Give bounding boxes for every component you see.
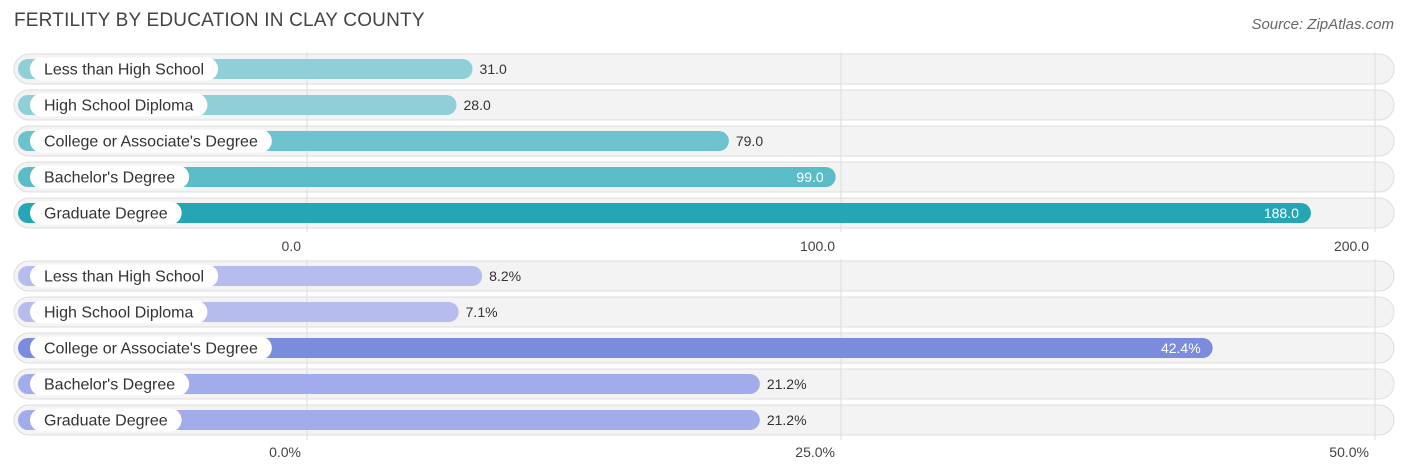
bar-value-label: 42.4% — [1161, 340, 1201, 356]
bar-value-label: 99.0 — [796, 169, 823, 185]
bar-value-label: 8.2% — [489, 268, 521, 284]
bar-value-label: 7.1% — [466, 304, 498, 320]
category-label-pill — [30, 372, 190, 396]
category-label-pill — [30, 408, 182, 432]
bar-category-label: High School Diploma — [44, 305, 194, 322]
chart-panel-2: Less than High School 8.2% High School Dip… — [13, 259, 1395, 460]
bar-value-label: 79.0 — [736, 133, 763, 149]
category-label-pill — [30, 165, 190, 189]
axis-tick-label: 0.0% — [269, 444, 301, 460]
axis-tick-label: 200.0 — [1334, 238, 1369, 254]
bar-category-label: College or Associate's Degree — [44, 134, 258, 151]
bar — [18, 410, 760, 430]
bar-value-label: 21.2% — [767, 376, 807, 392]
bar-category-label: Graduate Degree — [44, 413, 168, 430]
bar — [18, 167, 836, 187]
bar-value-label: 28.0 — [464, 97, 491, 113]
category-label-pill — [30, 57, 219, 81]
bar-value-label: 31.0 — [480, 61, 507, 77]
bar-value-label: 21.2% — [767, 412, 807, 428]
chart-panel-1: Less than High School 31.0 High School Dip… — [13, 52, 1395, 254]
bar-category-label: Bachelor's Degree — [44, 170, 175, 187]
axis-tick-label: 25.0% — [795, 444, 835, 460]
category-label-pill — [30, 300, 208, 324]
category-label-pill — [30, 336, 272, 360]
category-label-pill — [30, 201, 182, 225]
bar — [18, 338, 1213, 358]
chart-title: FERTILITY BY EDUCATION IN CLAY COUNTY — [14, 10, 425, 31]
axis-tick-label: 0.0 — [282, 238, 302, 254]
axis-tick-label: 100.0 — [800, 238, 835, 254]
category-label-pill — [30, 264, 219, 288]
bar-category-label: High School Diploma — [44, 98, 194, 115]
category-label-pill — [30, 93, 208, 117]
bar — [18, 374, 760, 394]
axis-tick-label: 50.0% — [1329, 444, 1369, 460]
bar-category-label: Bachelor's Degree — [44, 377, 175, 394]
source-note: Source: ZipAtlas.com — [1251, 16, 1394, 33]
bar-category-label: Graduate Degree — [44, 206, 168, 223]
bar-category-label: Less than High School — [44, 62, 204, 79]
bar-category-label: Less than High School — [44, 269, 204, 286]
bar-category-label: College or Associate's Degree — [44, 341, 258, 358]
bar-value-label: 188.0 — [1264, 205, 1299, 221]
bar — [18, 203, 1311, 223]
category-label-pill — [30, 129, 272, 153]
